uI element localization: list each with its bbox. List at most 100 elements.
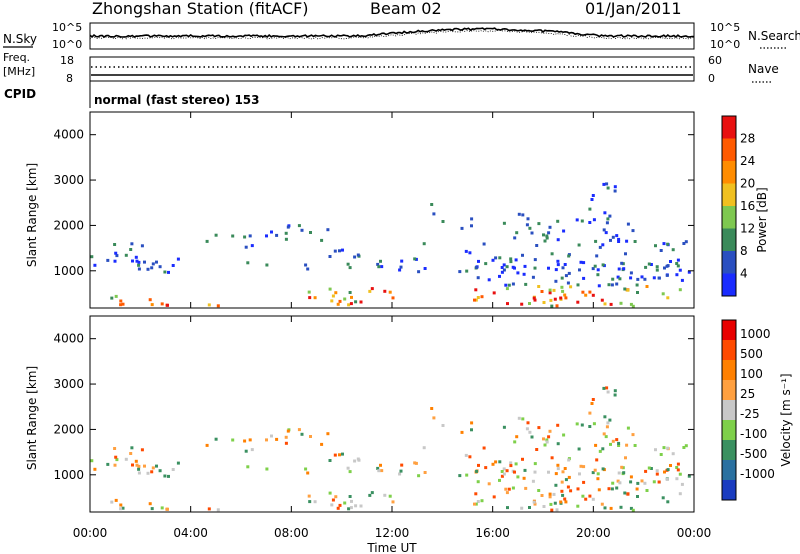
velocity-cell — [666, 468, 670, 472]
power-cell — [306, 267, 310, 271]
velocity-cell — [537, 489, 541, 492]
power-cell — [537, 285, 541, 288]
velocity-cell — [476, 480, 480, 484]
power-cell — [680, 278, 684, 282]
power-cell — [155, 260, 158, 264]
velocity-cell — [313, 500, 317, 504]
y-tick-label: 1000 — [53, 264, 84, 278]
colorbar-tick-label: 12 — [740, 222, 755, 236]
velocity-cell — [505, 469, 509, 473]
velocity-cell — [548, 429, 552, 433]
velocity-cell — [514, 462, 518, 466]
power-cell — [90, 255, 94, 259]
power-cell — [608, 214, 612, 218]
velocity-cell — [511, 486, 515, 490]
cpid-label: CPID — [4, 87, 36, 101]
power-cell — [470, 224, 473, 228]
power-cell — [460, 226, 464, 230]
power-cell — [643, 277, 647, 281]
power-cell — [669, 260, 672, 263]
colorbar-tick-label: -1000 — [740, 467, 775, 481]
power-cell — [547, 266, 550, 270]
velocity-cell — [542, 437, 545, 441]
power-cell — [308, 296, 312, 300]
velocity-cell — [626, 426, 630, 430]
power-cell — [207, 303, 211, 307]
velocity-cell — [657, 480, 661, 484]
power-colorbar-label: Power [dB] — [755, 187, 769, 252]
power-cell — [476, 296, 480, 299]
power-cell — [666, 296, 670, 300]
velocity-cell — [577, 447, 581, 451]
power-cell — [598, 245, 602, 249]
freq-label-line1: Freq. — [3, 51, 30, 64]
velocity-cell — [475, 469, 479, 473]
power-cell — [343, 297, 347, 301]
power-cell — [509, 260, 513, 264]
velocity-cell — [413, 461, 417, 465]
power-cell — [629, 276, 633, 280]
velocity-cell — [500, 474, 504, 478]
power-cell — [349, 302, 353, 306]
velocity-cell — [618, 481, 622, 485]
velocity-cell — [155, 464, 158, 468]
velocity-cell — [308, 500, 312, 504]
velocity-cell — [398, 472, 402, 476]
velocity-cell — [532, 500, 536, 504]
power-cell — [611, 235, 615, 239]
power-cell — [550, 252, 554, 256]
velocity-cell — [498, 460, 502, 464]
power-cell — [368, 289, 372, 293]
velocity-cell — [623, 491, 627, 495]
colorbar-frame — [721, 115, 737, 297]
power-cell — [665, 273, 669, 277]
power-cell — [515, 231, 519, 235]
velocity-cell — [502, 467, 506, 471]
velocity-cell — [484, 466, 488, 470]
power-cell — [624, 252, 627, 256]
power-cell — [596, 273, 600, 277]
power-cell — [601, 243, 605, 247]
power-cell — [617, 267, 621, 271]
power-cell — [265, 263, 269, 267]
velocity-cell — [522, 476, 526, 480]
power-cell — [377, 265, 381, 269]
power-cell — [400, 259, 404, 263]
velocity-cell — [606, 390, 610, 394]
velocity-colorbar: 1000 500 100 25 -25 -100 -500 -1000 — [721, 319, 775, 501]
x-tick-label: 16:00 — [475, 526, 510, 540]
velocity-cell — [525, 427, 529, 431]
colorbar-tick-label: 28 — [740, 132, 755, 146]
power-cell — [566, 281, 570, 285]
power-cell — [93, 263, 97, 267]
nsky-label: N.Sky — [3, 32, 37, 46]
power-cell — [562, 229, 566, 233]
velocity-cell — [137, 464, 141, 468]
power-cell — [304, 263, 308, 267]
velocity-cell — [601, 467, 605, 471]
power-cell — [246, 261, 250, 265]
power-cell — [533, 298, 537, 302]
velocity-cell — [594, 443, 598, 447]
power-cell — [556, 259, 560, 263]
power-cell — [487, 278, 491, 282]
power-cell — [530, 231, 534, 235]
power-cell — [604, 231, 608, 235]
velocity-cell — [500, 470, 504, 473]
velocity-cell — [537, 426, 541, 430]
velocity-cell — [554, 483, 558, 487]
velocity-cell — [563, 467, 567, 470]
power-cell — [121, 302, 125, 306]
y-tick-label: 3000 — [53, 173, 84, 187]
velocity-cell — [609, 442, 612, 446]
colorbar-segment — [722, 480, 736, 500]
x-tick-label: 04:00 — [173, 526, 208, 540]
power-cell — [341, 248, 344, 252]
power-cell — [473, 298, 476, 302]
nave-tick-low: 0 — [708, 72, 715, 85]
cpid-panel: CPID normal (fast stereo) 153 — [4, 81, 260, 108]
velocity-cell — [613, 393, 617, 397]
power-cell — [603, 302, 607, 306]
velocity-cell — [684, 444, 688, 448]
velocity-cell — [250, 448, 254, 452]
